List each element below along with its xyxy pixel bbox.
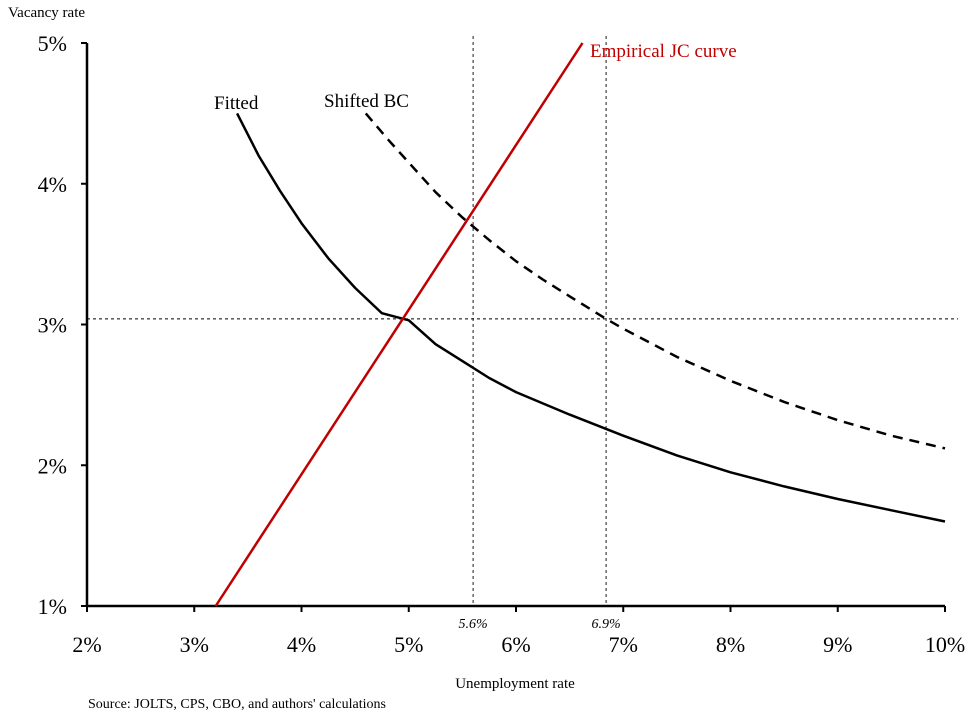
labels: 5.6% 6.9% Fitted Shifted BC Empirical JC cur… <box>214 41 737 632</box>
reference-lines <box>87 36 958 606</box>
x-tick-label: 9% <box>823 632 852 657</box>
y-tick-label: 5% <box>38 31 67 56</box>
x-tick-label: 6% <box>501 632 530 657</box>
x-tick-label: 5% <box>394 632 423 657</box>
y-tick-label: 1% <box>38 594 67 619</box>
series <box>214 42 946 607</box>
x-tick-label: 7% <box>609 632 638 657</box>
y-tick-label: 4% <box>38 172 67 197</box>
reference-value-label: 5.6% <box>459 617 488 632</box>
empirical-jc-curve-label: Empirical JC curve <box>590 41 737 62</box>
shifted-bc-line <box>364 112 946 450</box>
y-tick-label: 3% <box>38 313 67 338</box>
y-tick-label: 2% <box>38 453 67 478</box>
fitted-label: Fitted <box>214 93 259 114</box>
axes: 1%2%3%4%5%2% 3% 4% 5% 6% 7% 8% 9% 10% <box>38 31 965 657</box>
x-axis-title: Unemployment rate <box>455 676 575 692</box>
x-tick-label: 8% <box>716 632 745 657</box>
x-tick-label: 3% <box>180 632 209 657</box>
shifted-bc-label: Shifted BC <box>324 91 409 112</box>
empirical-jc-curve-line <box>214 42 584 607</box>
fitted-line <box>235 112 946 523</box>
y-axis-title: Vacancy rate <box>8 5 85 21</box>
source-note: Source: JOLTS, CPS, CBO, and authors' ca… <box>88 697 386 712</box>
reference-value-label: 6.9% <box>592 617 621 632</box>
x-tick-label: 4% <box>287 632 316 657</box>
x-tick-label: 10% <box>925 632 965 657</box>
x-tick-label: 2% <box>72 632 101 657</box>
